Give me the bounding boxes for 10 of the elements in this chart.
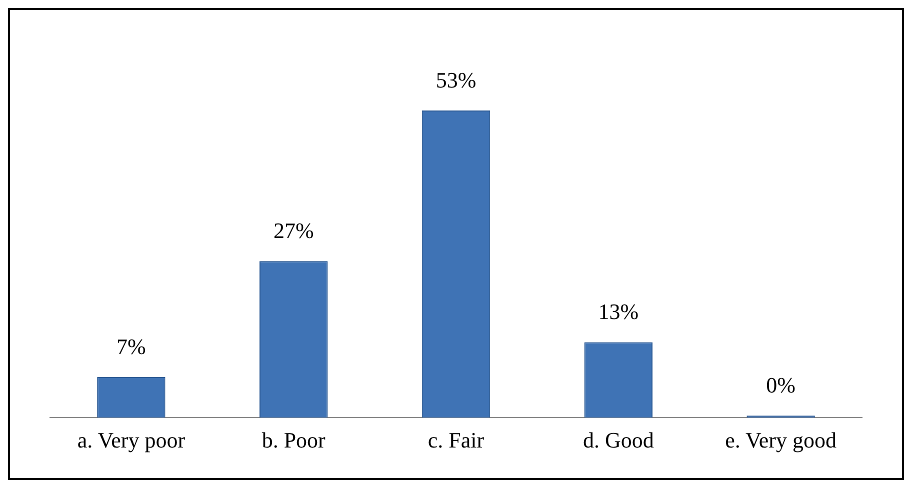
x-tick-label: b. Poor <box>262 428 326 453</box>
data-label: 27% <box>273 218 314 243</box>
data-label: 13% <box>598 299 639 324</box>
data-label: 53% <box>436 67 476 92</box>
data-label: 7% <box>116 334 146 359</box>
x-tick-label: c. Fair <box>428 428 485 453</box>
x-tick-label: d. Good <box>582 428 654 453</box>
x-tick-label: e. Very good <box>725 428 837 453</box>
data-label: 0% <box>766 372 796 398</box>
x-tick-label: a. Very poor <box>77 428 186 453</box>
